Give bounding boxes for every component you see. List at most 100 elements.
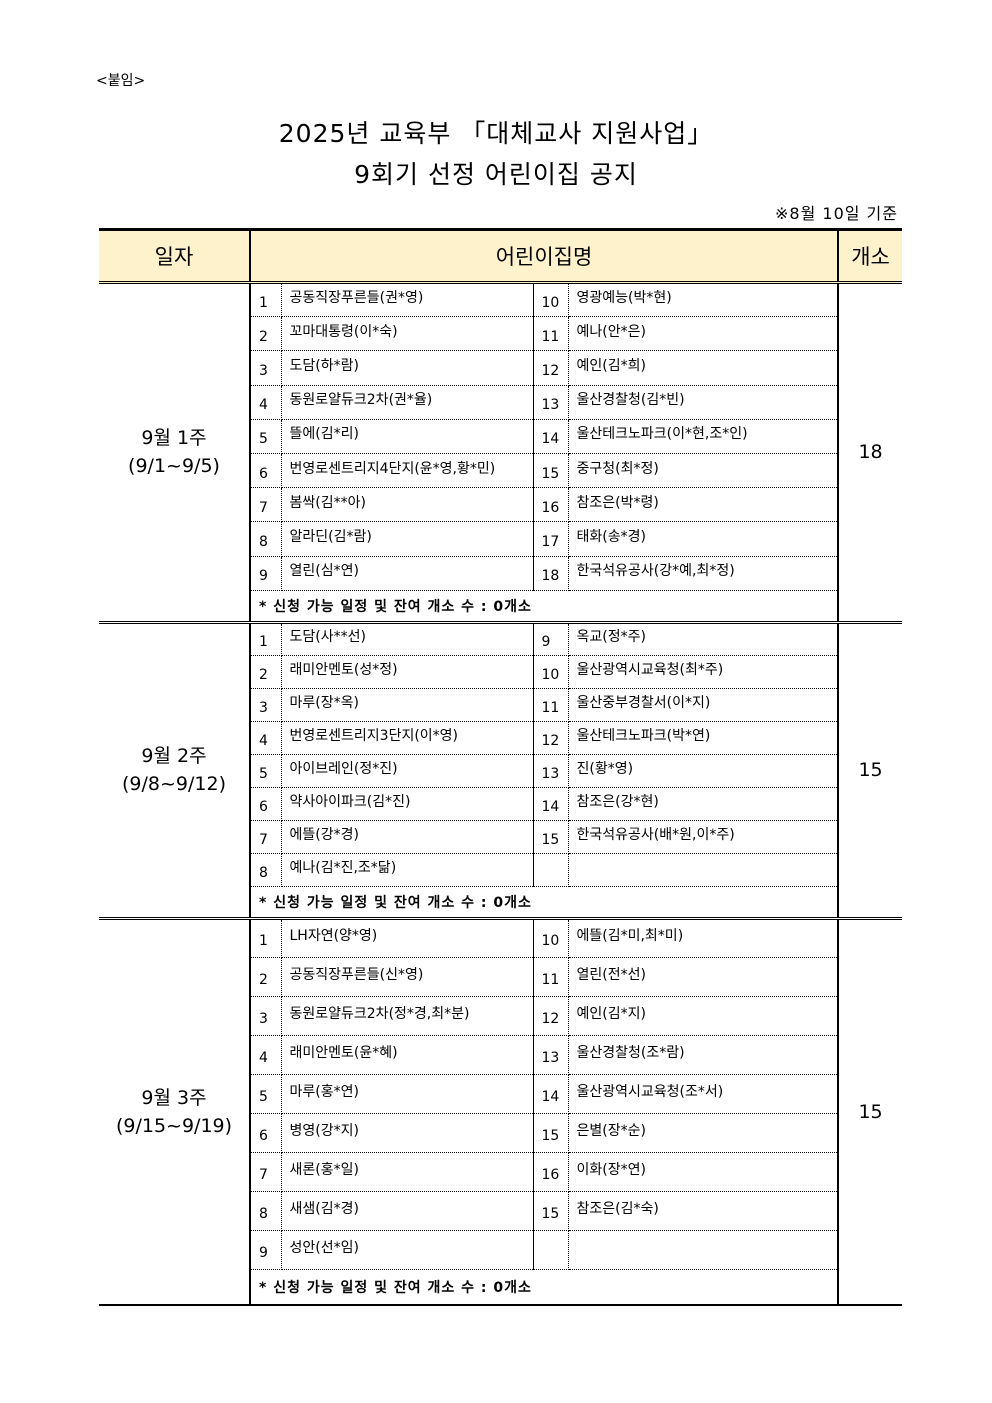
item-number: 7 bbox=[250, 487, 282, 523]
item-number: 5 bbox=[250, 1074, 282, 1114]
basis-date-note: ※8월 10일 기준 bbox=[775, 204, 898, 223]
daycare-name: 도담(사**선) bbox=[281, 622, 534, 656]
item-number: 10 bbox=[533, 655, 569, 689]
item-number: 13 bbox=[533, 1035, 569, 1075]
header-date: 일자 bbox=[99, 228, 251, 284]
item-number: 10 bbox=[533, 282, 569, 318]
remaining-note: * 신청 가능 일정 및 잔여 개소 수 : 0개소 bbox=[250, 1269, 839, 1307]
daycare-name: 약사아이파크(김*진) bbox=[281, 787, 534, 821]
table-row: 5 아이브레인(정*진) 13 진(황*영) bbox=[99, 754, 902, 788]
table-row: 9 성안(선*임) bbox=[99, 1230, 902, 1270]
item-number: 8 bbox=[250, 521, 282, 557]
daycare-name: 울산경찰청(김*빈) bbox=[568, 385, 839, 420]
remaining-note-row: * 신청 가능 일정 및 잔여 개소 수 : 0개소 bbox=[99, 590, 902, 624]
daycare-name: 공동직장푸른들(신*영) bbox=[281, 957, 534, 997]
daycare-name: LH자연(양*영) bbox=[281, 918, 534, 958]
table-row: 4 래미안멘토(윤*혜) 13 울산경찰청(조*람) bbox=[99, 1035, 902, 1075]
daycare-name: 울산테크노파크(이*현,조*인) bbox=[568, 419, 839, 454]
count-cell: 15 bbox=[837, 918, 903, 1307]
daycare-name bbox=[568, 1230, 839, 1270]
remaining-note-row: * 신청 가능 일정 및 잔여 개소 수 : 0개소 bbox=[99, 886, 902, 920]
table-row: 3 마루(장*옥) 11 울산중부경찰서(이*지) bbox=[99, 688, 902, 722]
remaining-note: * 신청 가능 일정 및 잔여 개소 수 : 0개소 bbox=[250, 886, 839, 920]
daycare-name: 새샘(김*경) bbox=[281, 1191, 534, 1231]
daycare-name: 울산광역시교육청(최*주) bbox=[568, 655, 839, 689]
item-number: 9 bbox=[533, 622, 569, 656]
item-number: 9 bbox=[250, 1230, 282, 1270]
remaining-note: * 신청 가능 일정 및 잔여 개소 수 : 0개소 bbox=[250, 590, 839, 624]
daycare-name: 울산중부경찰서(이*지) bbox=[568, 688, 839, 722]
selected-daycare-table: 일자 어린이집명 개소 9월 1주 (9/1~9/5) 1 공동직장푸른들(권*영) 1… bbox=[99, 228, 903, 1307]
item-number: 13 bbox=[533, 385, 569, 420]
table-row: 5 마루(홍*연) 14 울산광역시교육청(조*서) bbox=[99, 1074, 902, 1114]
item-number: 3 bbox=[250, 688, 282, 722]
item-number: 3 bbox=[250, 350, 282, 386]
daycare-name: 아이브레인(정*진) bbox=[281, 754, 534, 788]
page-subtitle: 9회기 선정 어린이집 공지 bbox=[354, 160, 638, 189]
table-row: 9월 3주 (9/15~9/19) 1 LH자연(양*영) 10 에뜰(김*미,최*미) 1… bbox=[99, 918, 903, 1307]
daycare-name: 은별(장*순) bbox=[568, 1113, 839, 1153]
daycare-name: 예인(김*희) bbox=[568, 350, 839, 386]
daycare-name: 옥교(정*주) bbox=[568, 622, 839, 656]
table-row: 4 동원로얄듀크2차(권*율) 13 울산경찰청(김*빈) bbox=[99, 385, 902, 420]
item-number: 14 bbox=[533, 419, 569, 454]
item-number: 7 bbox=[250, 1152, 282, 1192]
daycare-name: 도담(하*람) bbox=[281, 350, 534, 386]
daycare-name: 래미안멘토(윤*혜) bbox=[281, 1035, 534, 1075]
week-label: 9월 2주 bbox=[141, 745, 207, 768]
count-cell: 15 bbox=[837, 622, 903, 920]
daycare-name: 봄싹(김**아) bbox=[281, 487, 534, 523]
item-number: 10 bbox=[533, 918, 569, 958]
item-number: 3 bbox=[250, 996, 282, 1036]
table-row: 7 봄싹(김**아) 16 참조은(박*령) bbox=[99, 487, 902, 523]
attachment-label: <붙임> bbox=[96, 73, 146, 89]
daycare-name: 동원로얄듀크2차(정*경,최*분) bbox=[281, 996, 534, 1036]
week-cell: 9월 2주 (9/8~9/12) bbox=[99, 622, 251, 920]
table-row: 6 병영(강*지) 15 은별(장*순) bbox=[99, 1113, 902, 1153]
table-row: 3 동원로얄듀크2차(정*경,최*분) 12 예인(김*지) bbox=[99, 996, 902, 1036]
item-number: 6 bbox=[250, 1113, 282, 1153]
table-row: 9 열린(심*연) 18 한국석유공사(강*예,최*정) bbox=[99, 556, 902, 591]
daycare-name: 중구청(최*정) bbox=[568, 453, 839, 489]
table-row: 4 번영로센트리지3단지(이*영) 12 울산테크노파크(박*연) bbox=[99, 721, 902, 755]
item-number: 17 bbox=[533, 521, 569, 557]
daycare-name: 알라딘(김*람) bbox=[281, 521, 534, 557]
item-number: 11 bbox=[533, 688, 569, 722]
daycare-name: 열린(심*연) bbox=[281, 556, 534, 591]
daycare-name: 새론(홍*일) bbox=[281, 1152, 534, 1192]
week-range: (9/8~9/12) bbox=[122, 773, 226, 796]
table-row: 2 꼬마대통령(이*숙) 11 예나(안*은) bbox=[99, 316, 902, 352]
item-number: 11 bbox=[533, 957, 569, 997]
daycare-name: 래미안멘토(성*정) bbox=[281, 655, 534, 689]
daycare-name: 울산광역시교육청(조*서) bbox=[568, 1074, 839, 1114]
table-row: 3 도담(하*람) 12 예인(김*희) bbox=[99, 350, 902, 386]
table-row: 8 알라딘(김*람) 17 태화(송*경) bbox=[99, 521, 902, 557]
daycare-name: 번영로센트리지3단지(이*영) bbox=[281, 721, 534, 755]
item-number: 4 bbox=[250, 721, 282, 755]
item-number: 12 bbox=[533, 996, 569, 1036]
table-row: 6 약사아이파크(김*진) 14 참조은(강*현) bbox=[99, 787, 902, 821]
week-label: 9월 1주 bbox=[141, 427, 207, 450]
item-number: 12 bbox=[533, 721, 569, 755]
item-number: 16 bbox=[533, 487, 569, 523]
daycare-name: 번영로센트리지4단지(윤*영,황*민) bbox=[281, 453, 534, 489]
daycare-name: 참조은(강*현) bbox=[568, 787, 839, 821]
daycare-name: 예나(안*은) bbox=[568, 316, 839, 352]
header-daycare-name: 어린이집명 bbox=[250, 228, 839, 284]
item-number: 8 bbox=[250, 1191, 282, 1231]
item-number: 5 bbox=[250, 754, 282, 788]
item-number: 4 bbox=[250, 385, 282, 420]
remaining-note-row: * 신청 가능 일정 및 잔여 개소 수 : 0개소 bbox=[99, 1269, 902, 1307]
item-number: 7 bbox=[250, 820, 282, 854]
table-header: 일자 어린이집명 개소 bbox=[99, 228, 903, 284]
item-number: 9 bbox=[250, 556, 282, 591]
table-row: 7 에뜰(강*경) 15 한국석유공사(배*원,이*주) bbox=[99, 820, 902, 854]
item-number: 18 bbox=[533, 556, 569, 591]
daycare-name: 진(황*영) bbox=[568, 754, 839, 788]
daycare-name: 병영(강*지) bbox=[281, 1113, 534, 1153]
daycare-name: 꼬마대통령(이*숙) bbox=[281, 316, 534, 352]
daycare-name: 뜰에(김*리) bbox=[281, 419, 534, 454]
item-number: 12 bbox=[533, 350, 569, 386]
item-number: 15 bbox=[533, 1191, 569, 1231]
daycare-name: 참조은(박*령) bbox=[568, 487, 839, 523]
